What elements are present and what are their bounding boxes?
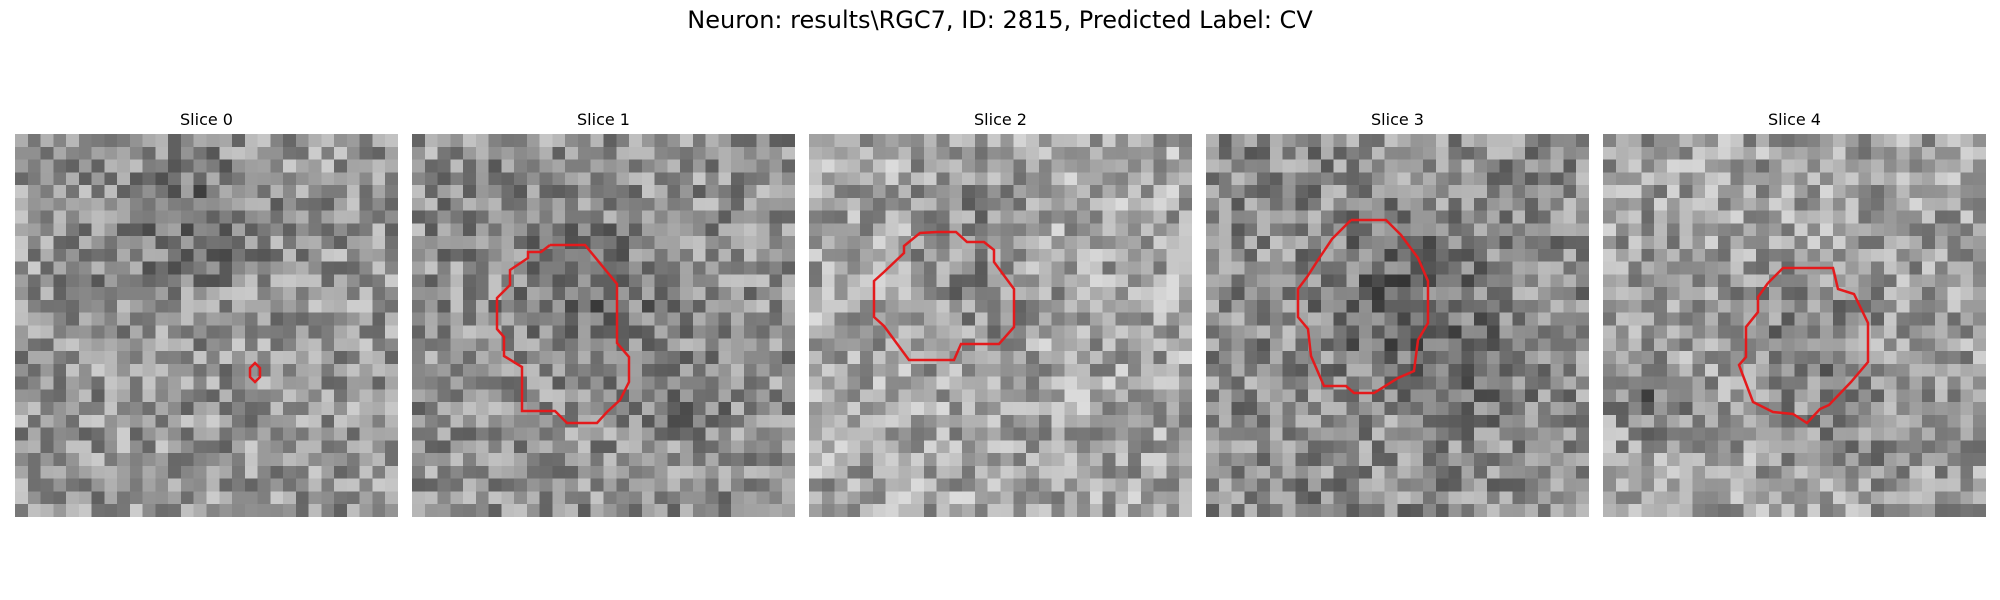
slice-title: Slice 4 (1768, 110, 1821, 129)
slice-title: Slice 3 (1371, 110, 1424, 129)
slice-image-2 (809, 134, 1192, 517)
slice-title: Slice 0 (180, 110, 233, 129)
slice-panel-2: Slice 2 (809, 108, 1192, 517)
segmentation-contour (1737, 266, 1870, 425)
slice-image-3 (1206, 134, 1589, 517)
slice-image-1 (412, 134, 795, 517)
slice-panel-1: Slice 1 (412, 108, 795, 517)
grayscale-slice-image (15, 134, 398, 517)
grayscale-slice-image (1603, 134, 1986, 517)
grayscale-slice-image (809, 134, 1192, 517)
segmentation-contour (872, 230, 1016, 362)
slice-image-0 (15, 134, 398, 517)
slice-title: Slice 1 (577, 110, 630, 129)
grayscale-slice-image (1206, 134, 1589, 517)
slice-title: Slice 2 (974, 110, 1027, 129)
segmentation-contour (1296, 218, 1430, 395)
segmentation-contour (248, 361, 262, 384)
slice-panel-0: Slice 0 (15, 108, 398, 517)
grayscale-slice-image (412, 134, 795, 517)
figure-title: Neuron: results\RGC7, ID: 2815, Predicte… (687, 6, 1313, 34)
slice-image-4 (1603, 134, 1986, 517)
slice-panel-4: Slice 4 (1603, 108, 1986, 517)
slice-panel-3: Slice 3 (1206, 108, 1589, 517)
segmentation-contour (495, 243, 631, 425)
